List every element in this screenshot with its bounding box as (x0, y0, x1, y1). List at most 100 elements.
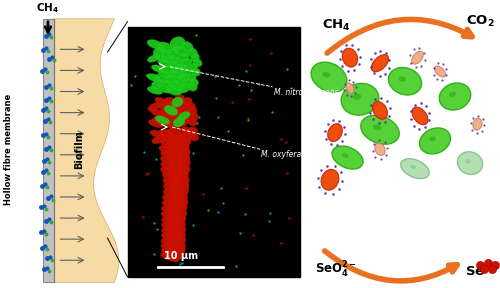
Ellipse shape (168, 134, 184, 145)
Ellipse shape (168, 161, 182, 172)
Ellipse shape (158, 42, 172, 54)
Ellipse shape (183, 97, 192, 106)
Ellipse shape (158, 69, 172, 78)
Ellipse shape (161, 222, 175, 230)
Ellipse shape (178, 154, 190, 164)
Ellipse shape (360, 115, 400, 144)
Ellipse shape (162, 217, 174, 226)
Ellipse shape (353, 94, 361, 100)
Ellipse shape (160, 252, 173, 260)
Ellipse shape (412, 51, 423, 64)
Ellipse shape (192, 68, 200, 76)
Text: Hollow fibre membrane: Hollow fibre membrane (4, 94, 14, 205)
Ellipse shape (160, 156, 174, 165)
Ellipse shape (178, 160, 190, 170)
Bar (42, 19, 54, 283)
Ellipse shape (168, 227, 180, 238)
Ellipse shape (322, 72, 330, 78)
Ellipse shape (162, 114, 175, 122)
Ellipse shape (152, 65, 166, 73)
Ellipse shape (163, 184, 177, 193)
Ellipse shape (146, 73, 162, 82)
Ellipse shape (167, 139, 183, 151)
Ellipse shape (186, 102, 196, 110)
Ellipse shape (176, 187, 189, 197)
Ellipse shape (168, 60, 182, 72)
Ellipse shape (161, 233, 175, 241)
Ellipse shape (342, 153, 348, 158)
Ellipse shape (189, 132, 199, 141)
Ellipse shape (176, 176, 190, 187)
Ellipse shape (148, 103, 160, 111)
Ellipse shape (166, 128, 182, 140)
Bar (128, 27, 300, 277)
Ellipse shape (388, 67, 422, 95)
Ellipse shape (178, 67, 192, 78)
Ellipse shape (346, 83, 354, 93)
Ellipse shape (321, 169, 339, 190)
Ellipse shape (188, 127, 198, 136)
Ellipse shape (167, 243, 180, 253)
Ellipse shape (162, 48, 178, 62)
Ellipse shape (190, 112, 198, 121)
Ellipse shape (168, 155, 182, 166)
Ellipse shape (155, 97, 167, 106)
Ellipse shape (147, 39, 163, 49)
Ellipse shape (167, 232, 181, 243)
Ellipse shape (167, 145, 181, 156)
Ellipse shape (152, 114, 166, 122)
Ellipse shape (174, 231, 186, 241)
Ellipse shape (178, 165, 190, 175)
Ellipse shape (440, 83, 470, 110)
Ellipse shape (162, 200, 176, 209)
Ellipse shape (168, 108, 181, 119)
Ellipse shape (174, 247, 186, 256)
Ellipse shape (159, 129, 173, 138)
Ellipse shape (162, 64, 178, 77)
Ellipse shape (159, 145, 173, 154)
Ellipse shape (176, 198, 188, 209)
Ellipse shape (328, 124, 342, 141)
Ellipse shape (177, 127, 191, 137)
Ellipse shape (148, 120, 164, 128)
Ellipse shape (473, 118, 482, 130)
Ellipse shape (429, 136, 436, 141)
Text: Biofilm: Biofilm (74, 130, 84, 168)
Ellipse shape (168, 166, 182, 178)
Ellipse shape (168, 217, 180, 228)
Ellipse shape (160, 79, 174, 88)
Ellipse shape (399, 76, 406, 82)
Ellipse shape (182, 41, 194, 52)
Ellipse shape (311, 62, 347, 92)
Ellipse shape (153, 46, 167, 57)
Ellipse shape (162, 134, 176, 143)
Ellipse shape (188, 48, 198, 58)
Ellipse shape (174, 63, 188, 74)
Ellipse shape (177, 138, 191, 148)
Ellipse shape (158, 84, 172, 93)
Ellipse shape (372, 55, 388, 72)
Ellipse shape (164, 105, 178, 115)
Ellipse shape (410, 165, 416, 169)
Ellipse shape (174, 236, 186, 246)
Ellipse shape (164, 74, 180, 86)
Ellipse shape (188, 107, 197, 115)
Ellipse shape (174, 241, 186, 251)
Ellipse shape (160, 120, 172, 128)
Ellipse shape (156, 116, 170, 124)
Ellipse shape (178, 148, 190, 159)
Ellipse shape (167, 211, 181, 222)
Ellipse shape (160, 167, 174, 176)
Ellipse shape (162, 195, 175, 204)
Ellipse shape (155, 74, 170, 84)
Ellipse shape (375, 143, 385, 156)
Ellipse shape (465, 159, 471, 164)
Text: $\mathbf{CO_2}$: $\mathbf{CO_2}$ (466, 14, 494, 29)
Ellipse shape (177, 117, 189, 127)
Ellipse shape (420, 128, 450, 154)
Ellipse shape (172, 45, 188, 56)
Ellipse shape (167, 238, 180, 249)
Ellipse shape (174, 251, 184, 260)
Text: $\mathbf{CH_4}$: $\mathbf{CH_4}$ (36, 1, 60, 15)
Ellipse shape (164, 97, 176, 108)
